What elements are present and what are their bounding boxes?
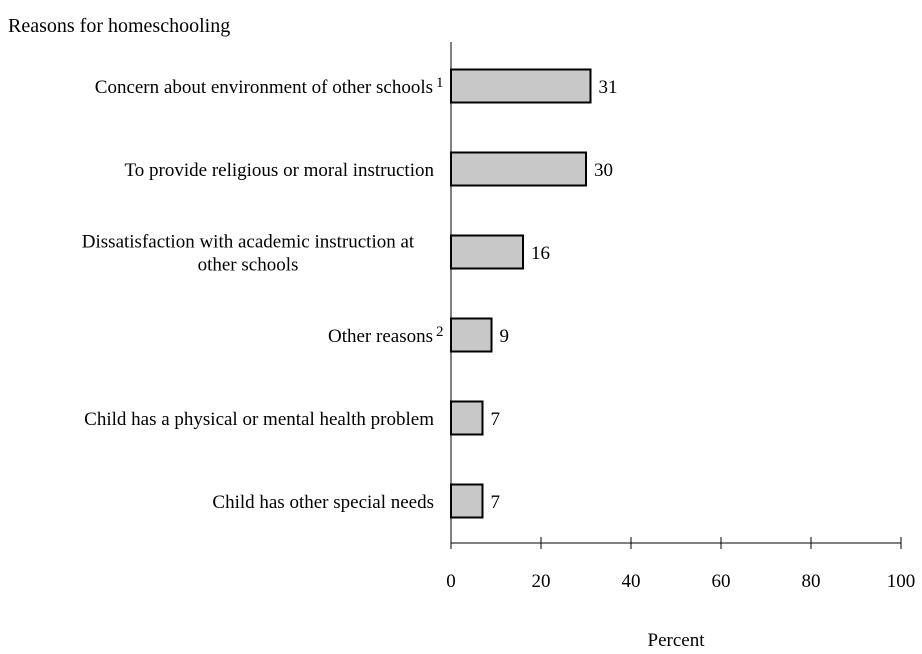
- bar: [450, 483, 484, 519]
- data-label: 30: [594, 160, 613, 181]
- chart-title: Reasons for homeschooling: [8, 15, 230, 37]
- category-label: Dissatisfaction with academic instructio…: [82, 232, 415, 276]
- category-label: Concern about environment of other schoo…: [95, 77, 433, 98]
- data-label: 9: [500, 326, 510, 347]
- bars-layer: 31 30 16 9 7 7: [450, 68, 618, 519]
- x-tick-label: 20: [532, 571, 551, 592]
- category-label: Child has a physical or mental health pr…: [84, 409, 434, 430]
- bar: [450, 317, 493, 353]
- footnote-marker: 1: [436, 75, 444, 91]
- x-tick-label: 0: [446, 571, 456, 592]
- category-label-line: Dissatisfaction with academic instructio…: [82, 232, 415, 253]
- category-label-line: other schools: [198, 255, 299, 276]
- data-label: 7: [491, 409, 501, 430]
- category-label: Other reasons: [328, 326, 433, 347]
- x-tick-label: 100: [887, 571, 916, 592]
- data-label: 7: [491, 492, 501, 513]
- x-tick-label: 60: [712, 571, 731, 592]
- data-label: 16: [531, 243, 550, 264]
- category-labels: Concern about environment of other schoo…: [82, 75, 444, 513]
- x-axis-ticks: 0 20 40 60 80 100: [446, 537, 915, 592]
- bar: [450, 400, 484, 436]
- bar: [450, 68, 592, 104]
- bar: [450, 234, 524, 270]
- x-tick-label: 80: [802, 571, 821, 592]
- category-label: Child has other special needs: [212, 492, 434, 513]
- x-tick-label: 40: [622, 571, 641, 592]
- data-label: 31: [599, 77, 618, 98]
- x-axis-title: Percent: [648, 630, 706, 651]
- category-label: To provide religious or moral instructio…: [125, 160, 435, 181]
- bar: [450, 151, 587, 187]
- footnote-marker: 2: [436, 324, 444, 340]
